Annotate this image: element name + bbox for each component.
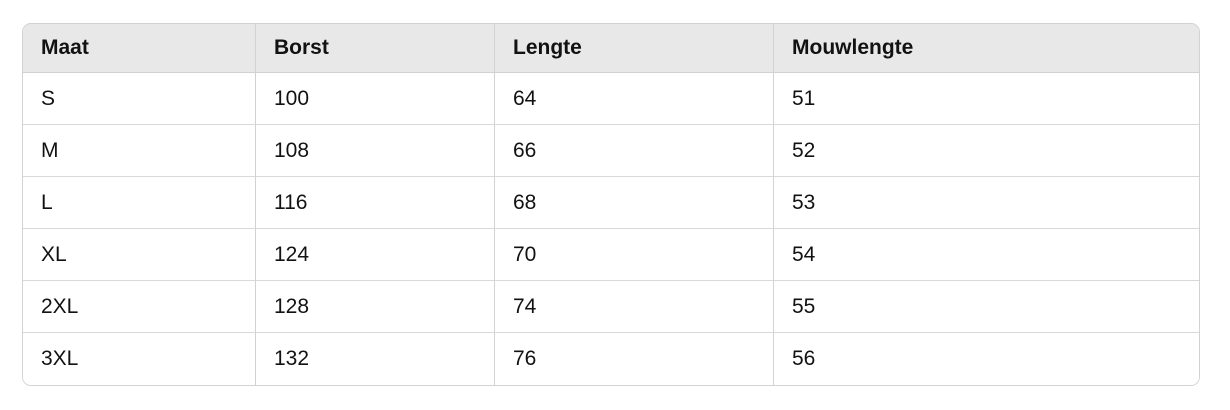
cell-maat: S	[23, 73, 256, 125]
cell-lengte: 66	[495, 125, 774, 177]
cell-borst: 116	[256, 177, 495, 229]
cell-maat: L	[23, 177, 256, 229]
size-table: Maat Borst Lengte Mouwlengte S 100 64 51…	[22, 23, 1200, 386]
cell-lengte: 68	[495, 177, 774, 229]
cell-mouwlengte: 51	[774, 73, 1199, 125]
cell-mouwlengte: 56	[774, 333, 1199, 385]
cell-borst: 132	[256, 333, 495, 385]
column-header-borst: Borst	[256, 24, 495, 73]
size-table-body: S 100 64 51 M 108 66 52 L 116 68 53 XL 1…	[23, 73, 1199, 385]
table-row: 2XL 128 74 55	[23, 281, 1199, 333]
size-table-header: Maat Borst Lengte Mouwlengte	[23, 24, 1199, 73]
table-row: 3XL 132 76 56	[23, 333, 1199, 385]
cell-maat: M	[23, 125, 256, 177]
cell-borst: 108	[256, 125, 495, 177]
cell-borst: 100	[256, 73, 495, 125]
column-header-lengte: Lengte	[495, 24, 774, 73]
cell-mouwlengte: 52	[774, 125, 1199, 177]
column-header-maat: Maat	[23, 24, 256, 73]
table-row: S 100 64 51	[23, 73, 1199, 125]
table-row: L 116 68 53	[23, 177, 1199, 229]
table-row: XL 124 70 54	[23, 229, 1199, 281]
cell-maat: 2XL	[23, 281, 256, 333]
column-header-mouwlengte: Mouwlengte	[774, 24, 1199, 73]
table-row: M 108 66 52	[23, 125, 1199, 177]
cell-mouwlengte: 55	[774, 281, 1199, 333]
cell-borst: 128	[256, 281, 495, 333]
size-table-container: Maat Borst Lengte Mouwlengte S 100 64 51…	[22, 23, 1200, 386]
cell-mouwlengte: 54	[774, 229, 1199, 281]
cell-maat: 3XL	[23, 333, 256, 385]
cell-lengte: 64	[495, 73, 774, 125]
cell-borst: 124	[256, 229, 495, 281]
header-row: Maat Borst Lengte Mouwlengte	[23, 24, 1199, 73]
cell-maat: XL	[23, 229, 256, 281]
cell-lengte: 74	[495, 281, 774, 333]
cell-lengte: 76	[495, 333, 774, 385]
cell-lengte: 70	[495, 229, 774, 281]
cell-mouwlengte: 53	[774, 177, 1199, 229]
